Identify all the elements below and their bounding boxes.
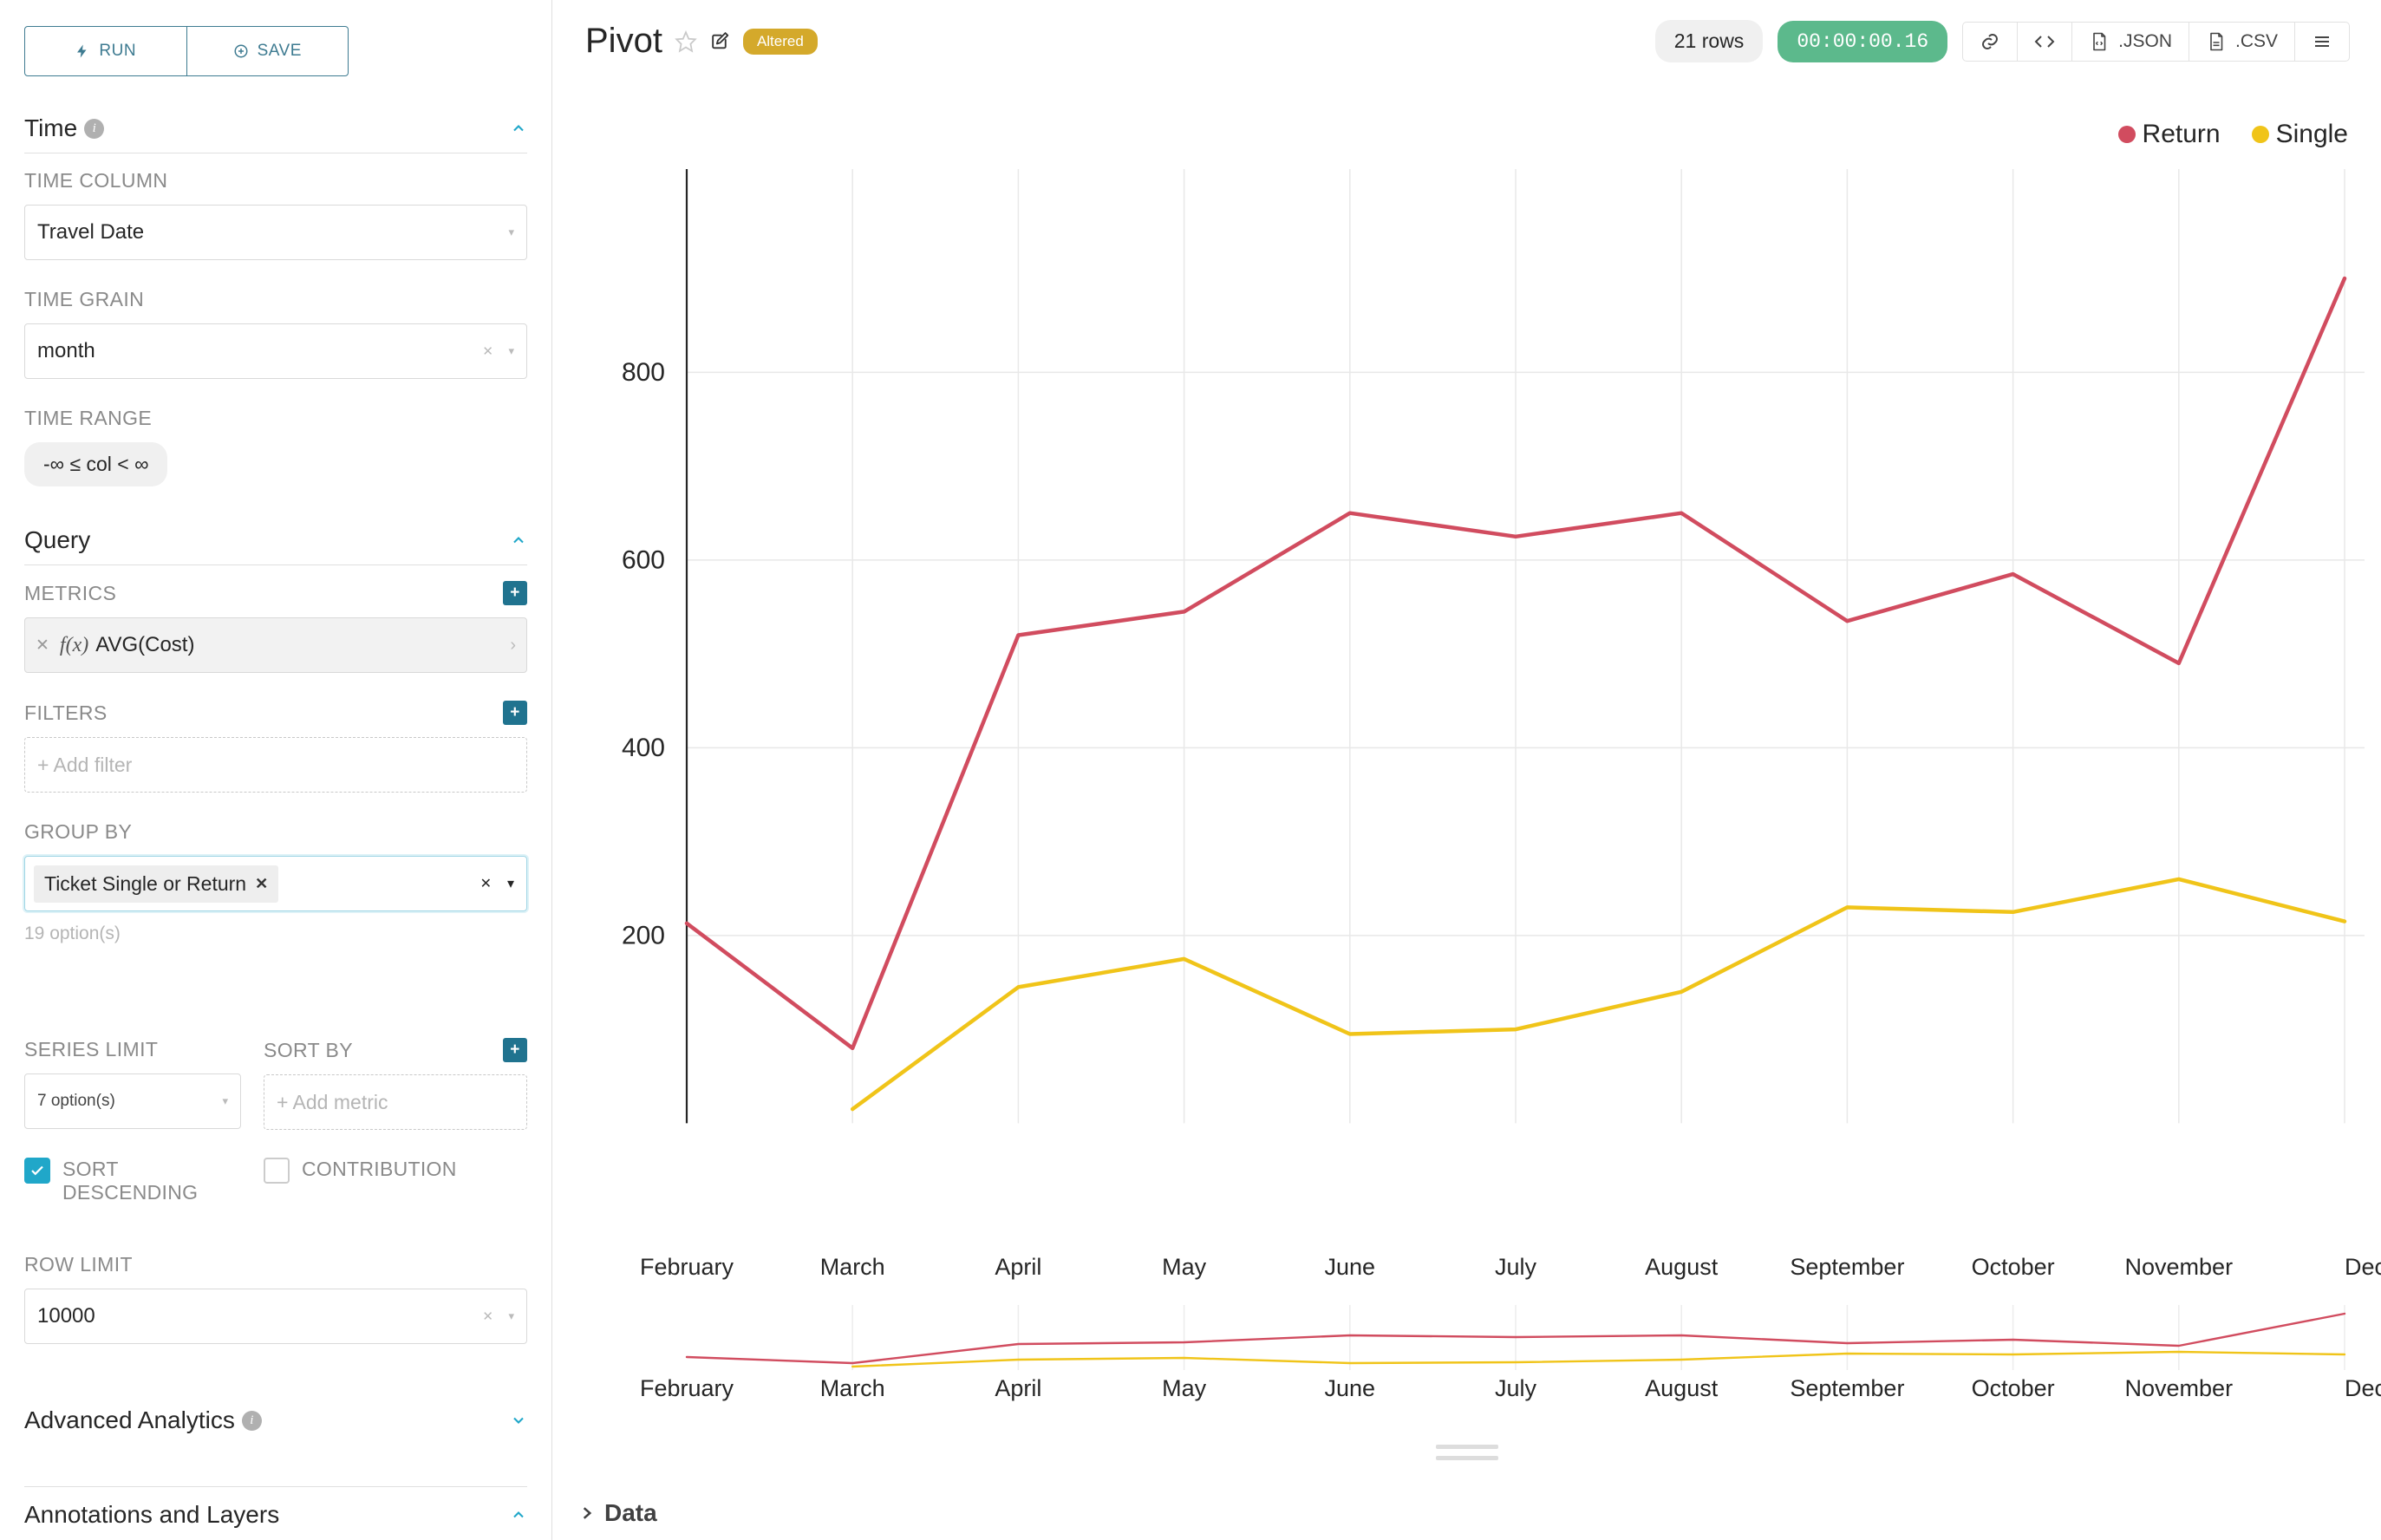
svg-text:June: June xyxy=(1325,1375,1376,1401)
svg-text:March: March xyxy=(820,1254,885,1280)
svg-text:October: October xyxy=(1972,1254,2055,1280)
svg-text:July: July xyxy=(1495,1254,1537,1280)
svg-text:Dece...: Dece... xyxy=(2345,1254,2381,1280)
svg-text:February: February xyxy=(640,1254,734,1280)
svg-text:August: August xyxy=(1645,1254,1719,1280)
svg-text:800: 800 xyxy=(622,358,665,387)
svg-text:600: 600 xyxy=(622,546,665,575)
svg-text:May: May xyxy=(1162,1375,1207,1401)
svg-text:April: April xyxy=(995,1375,1041,1401)
svg-text:July: July xyxy=(1495,1375,1537,1401)
svg-text:November: November xyxy=(2125,1375,2234,1401)
svg-text:April: April xyxy=(995,1254,1041,1280)
svg-text:400: 400 xyxy=(622,734,665,762)
svg-text:October: October xyxy=(1972,1375,2055,1401)
svg-text:August: August xyxy=(1645,1375,1719,1401)
svg-text:Dece...: Dece... xyxy=(2345,1375,2381,1401)
svg-text:June: June xyxy=(1325,1254,1376,1280)
svg-text:September: September xyxy=(1790,1254,1904,1280)
svg-text:200: 200 xyxy=(622,922,665,950)
svg-text:March: March xyxy=(820,1375,885,1401)
svg-text:May: May xyxy=(1162,1254,1207,1280)
svg-text:February: February xyxy=(640,1375,734,1401)
svg-text:November: November xyxy=(2125,1254,2234,1280)
svg-text:September: September xyxy=(1790,1375,1904,1401)
